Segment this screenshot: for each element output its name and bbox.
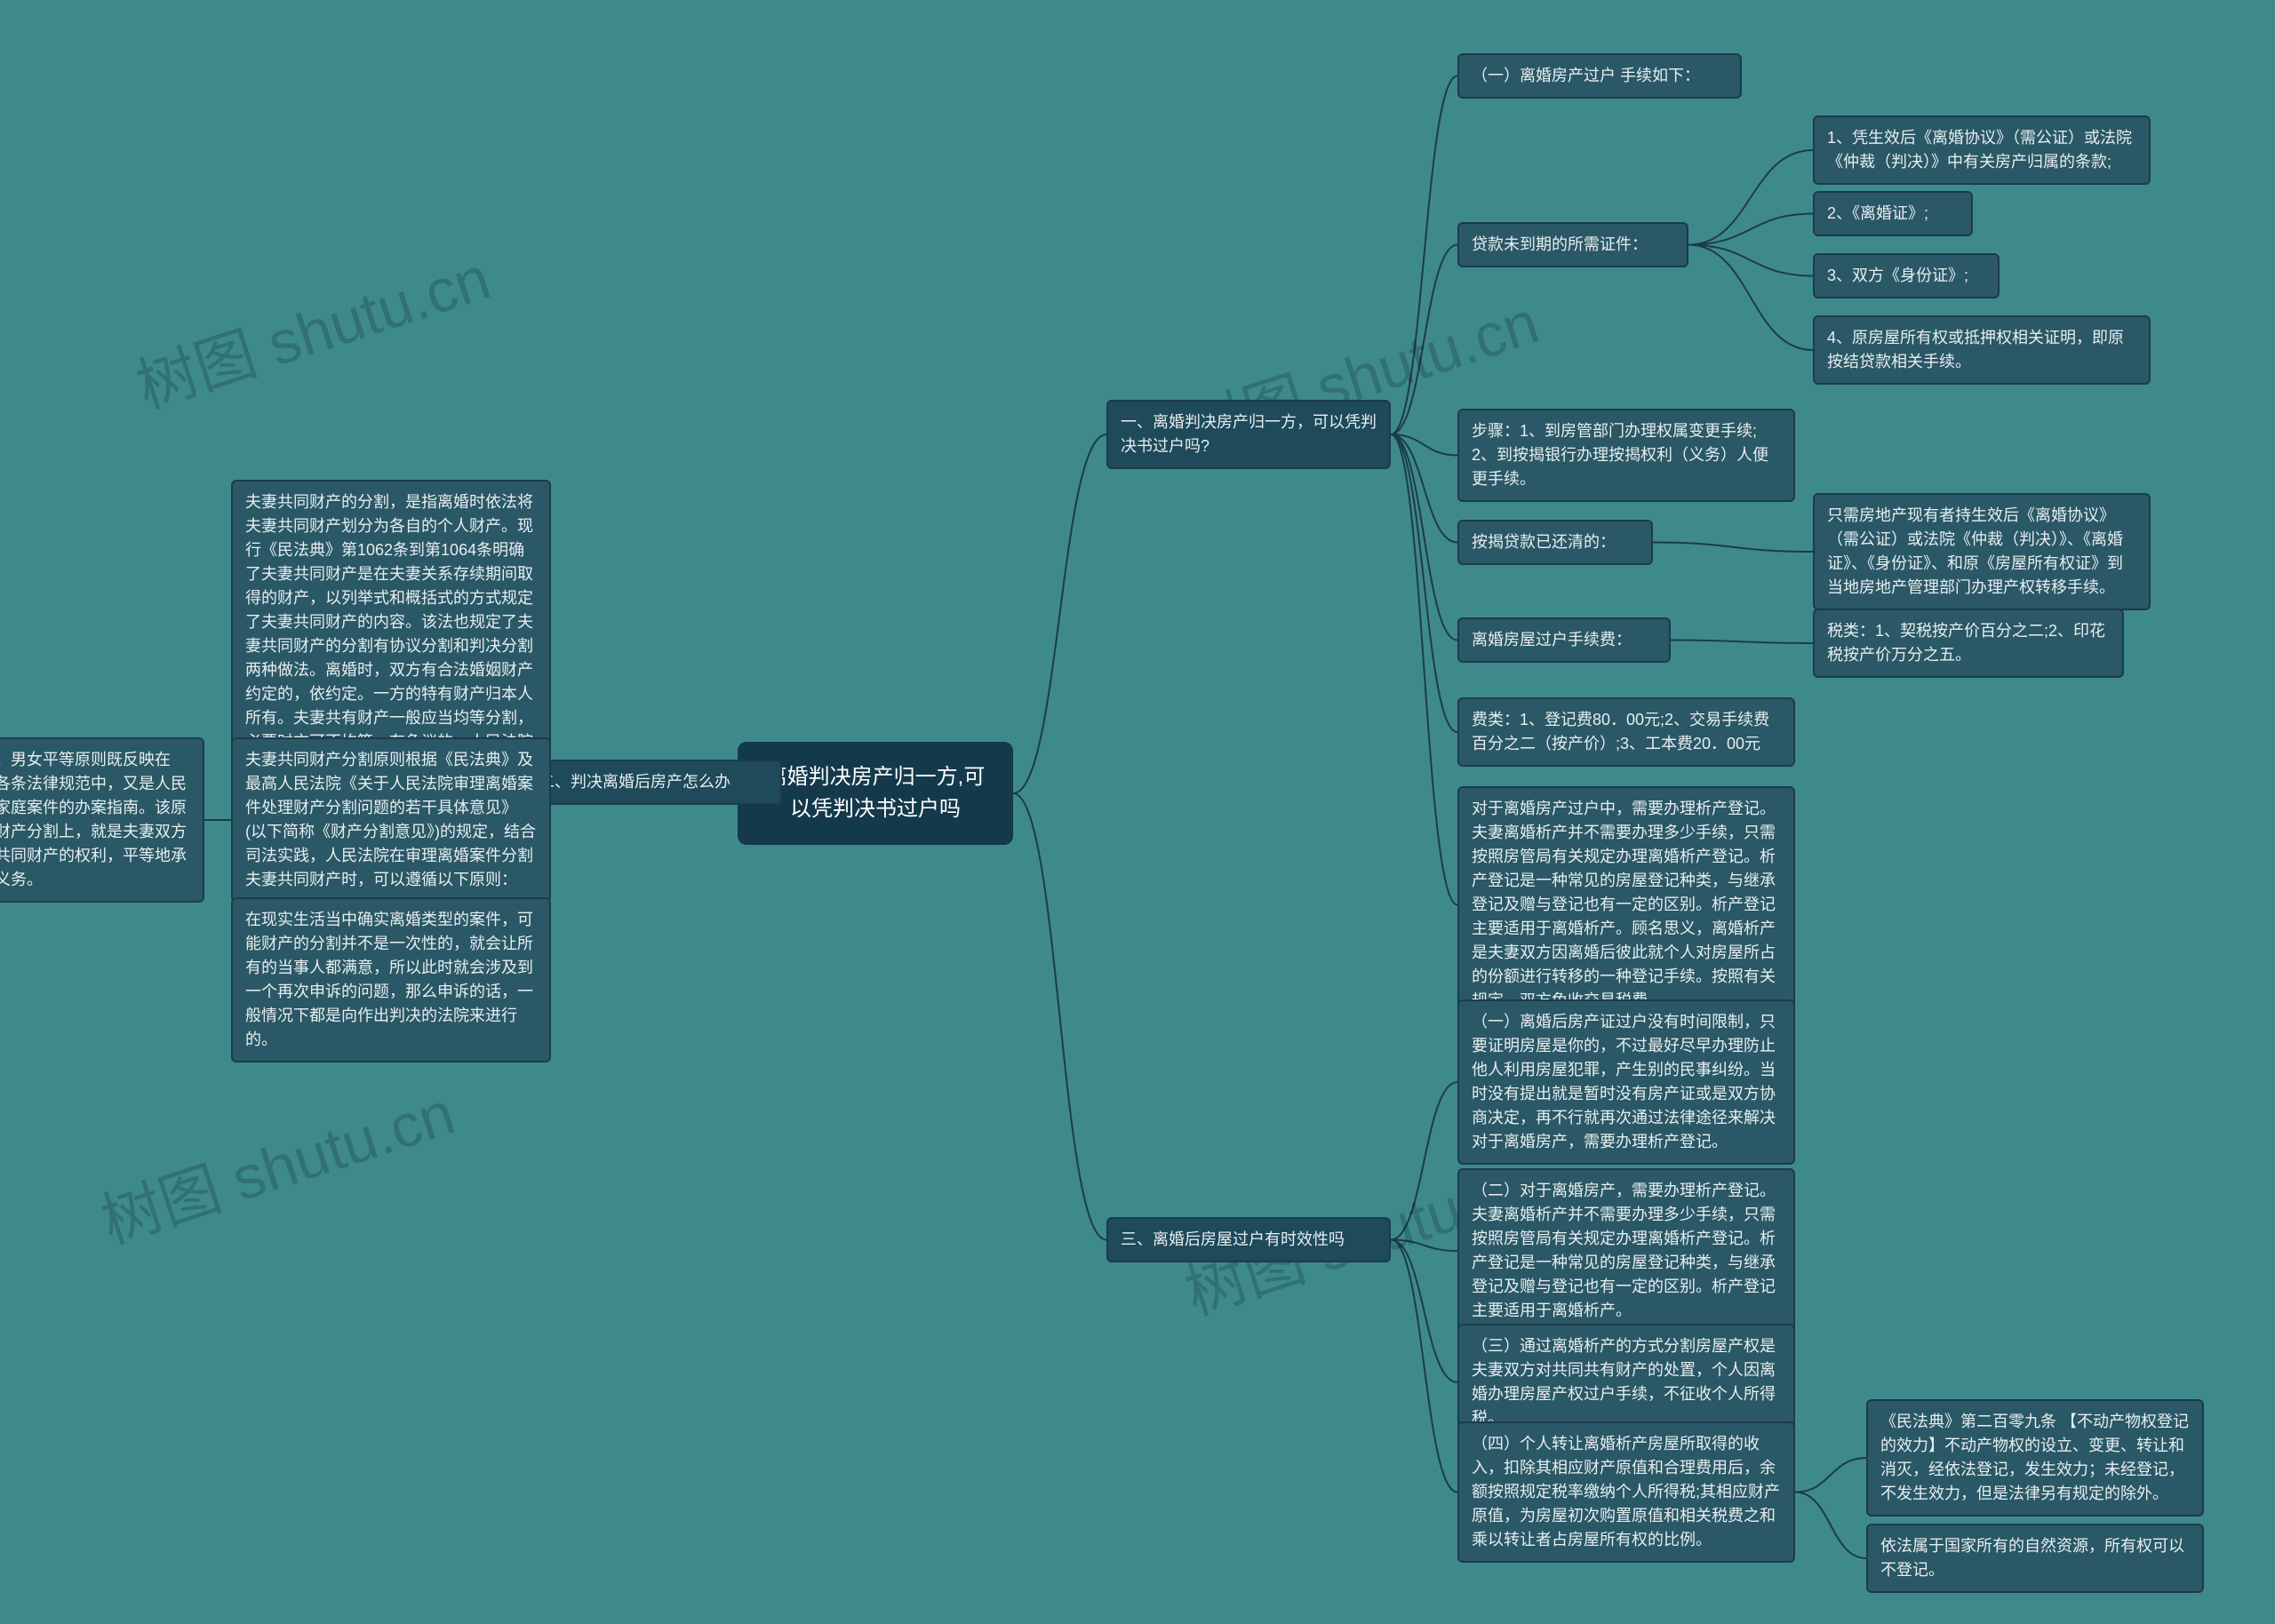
mindmap-link xyxy=(1391,434,1457,641)
mindmap-link xyxy=(1391,1240,1457,1493)
mindmap-link xyxy=(1653,543,1813,553)
mindmap-node[interactable]: 2、《离婚证》; xyxy=(1813,191,1973,236)
mindmap-node[interactable]: 在现实生活当中确实离婚类型的案件，可能财产的分割并不是一次性的，就会让所有的当事… xyxy=(231,897,551,1063)
mindmap-node[interactable]: 《民法典》第二百零九条 【不动产物权登记的效力】不动产物权的设立、变更、转让和消… xyxy=(1866,1399,2204,1517)
mindmap-node[interactable]: （二）对于离婚房产，需要办理析产登记。夫妻离婚析产并不需要办理多少手续，只需按照… xyxy=(1457,1168,1795,1333)
mindmap-link xyxy=(1391,1082,1457,1240)
mindmap-node[interactable]: 夫妻共同财产分割原则根据《民法典》及最高人民法院《关于人民法院审理离婚案件处理财… xyxy=(231,737,551,903)
mindmap-link xyxy=(1013,434,1106,793)
mindmap-node[interactable]: 按揭贷款已还清的： xyxy=(1457,520,1653,565)
mindmap-link xyxy=(1391,1240,1457,1383)
mindmap-node[interactable]: 二、判决离婚后房产怎么办 xyxy=(524,760,782,805)
mindmap-link xyxy=(1688,214,1813,245)
mindmap-node[interactable]: 费类：1、登记费80．00元;2、交易手续费百分之二（按产价）;3、工本费20．… xyxy=(1457,697,1795,767)
mindmap-link xyxy=(1688,245,1813,351)
mindmap-link xyxy=(1795,1458,1866,1493)
mindmap-node[interactable]: 男女平等原则。男女平等原则既反映在《民法典》的各条法律规范中，又是人民法院处理婚… xyxy=(0,737,204,903)
mindmap-link xyxy=(1391,434,1457,543)
mindmap-canvas: 树图 shutu.cn树图 shutu.cn树图 shutu.cn树图 shut… xyxy=(0,0,2275,1624)
mindmap-node[interactable]: 只需房地产现有者持生效后《离婚协议》（需公证）或法院《仲裁（判决）》、《离婚证》… xyxy=(1813,493,2151,610)
mindmap-link xyxy=(1671,641,1813,644)
mindmap-link xyxy=(1391,434,1457,456)
mindmap-link xyxy=(1391,245,1457,435)
mindmap-node[interactable]: 依法属于国家所有的自然资源，所有权可以不登记。 xyxy=(1866,1524,2204,1593)
mindmap-node[interactable]: （一）离婚后房产证过户没有时间限制，只要证明房屋是你的，不过最好尽早办理防止他人… xyxy=(1457,999,1795,1165)
mindmap-node[interactable]: 3、双方《身份证》; xyxy=(1813,253,2000,299)
mindmap-node[interactable]: 贷款未到期的所需证件： xyxy=(1457,222,1688,267)
mindmap-node[interactable]: （四）个人转让离婚析产房屋所取得的收入，扣除其相应财产原值和合理费用后，余额按照… xyxy=(1457,1421,1795,1563)
watermark: 树图 shutu.cn xyxy=(88,1064,463,1261)
mindmap-link xyxy=(1391,1240,1457,1252)
mindmap-node[interactable]: 一、离婚判决房产归一方，可以凭判决书过户吗? xyxy=(1106,400,1391,469)
mindmap-node[interactable]: 1、凭生效后《离婚协议》（需公证）或法院《仲裁（判决）》中有关房产归属的条款; xyxy=(1813,115,2151,185)
mindmap-link xyxy=(1391,434,1457,732)
watermark: 树图 shutu.cn xyxy=(124,229,499,426)
mindmap-link xyxy=(1391,76,1457,435)
mindmap-link xyxy=(1013,793,1106,1240)
mindmap-node[interactable]: 离婚房屋过户手续费： xyxy=(1457,617,1671,663)
mindmap-node[interactable]: 对于离婚房产过户中，需要办理析产登记。夫妻离婚析产并不需要办理多少手续，只需按照… xyxy=(1457,786,1795,1023)
mindmap-node[interactable]: 4、原房屋所有权或抵押权相关证明，即原按结贷款相关手续。 xyxy=(1813,315,2151,385)
mindmap-node[interactable]: 税类：1、契税按产价百分之二;2、印花税按产价万分之五。 xyxy=(1813,609,2124,678)
mindmap-node[interactable]: 三、离婚后房屋过户有时效性吗 xyxy=(1106,1217,1391,1262)
mindmap-node[interactable]: （一）离婚房产过户 手续如下： xyxy=(1457,53,1742,99)
mindmap-link xyxy=(1795,1493,1866,1559)
mindmap-link xyxy=(1391,434,1457,905)
mindmap-node[interactable]: 步骤：1、到房管部门办理权属变更手续;2、到按揭银行办理按揭权利（义务）人便更手… xyxy=(1457,409,1795,502)
mindmap-link xyxy=(1688,150,1813,245)
mindmap-link xyxy=(1688,245,1813,276)
